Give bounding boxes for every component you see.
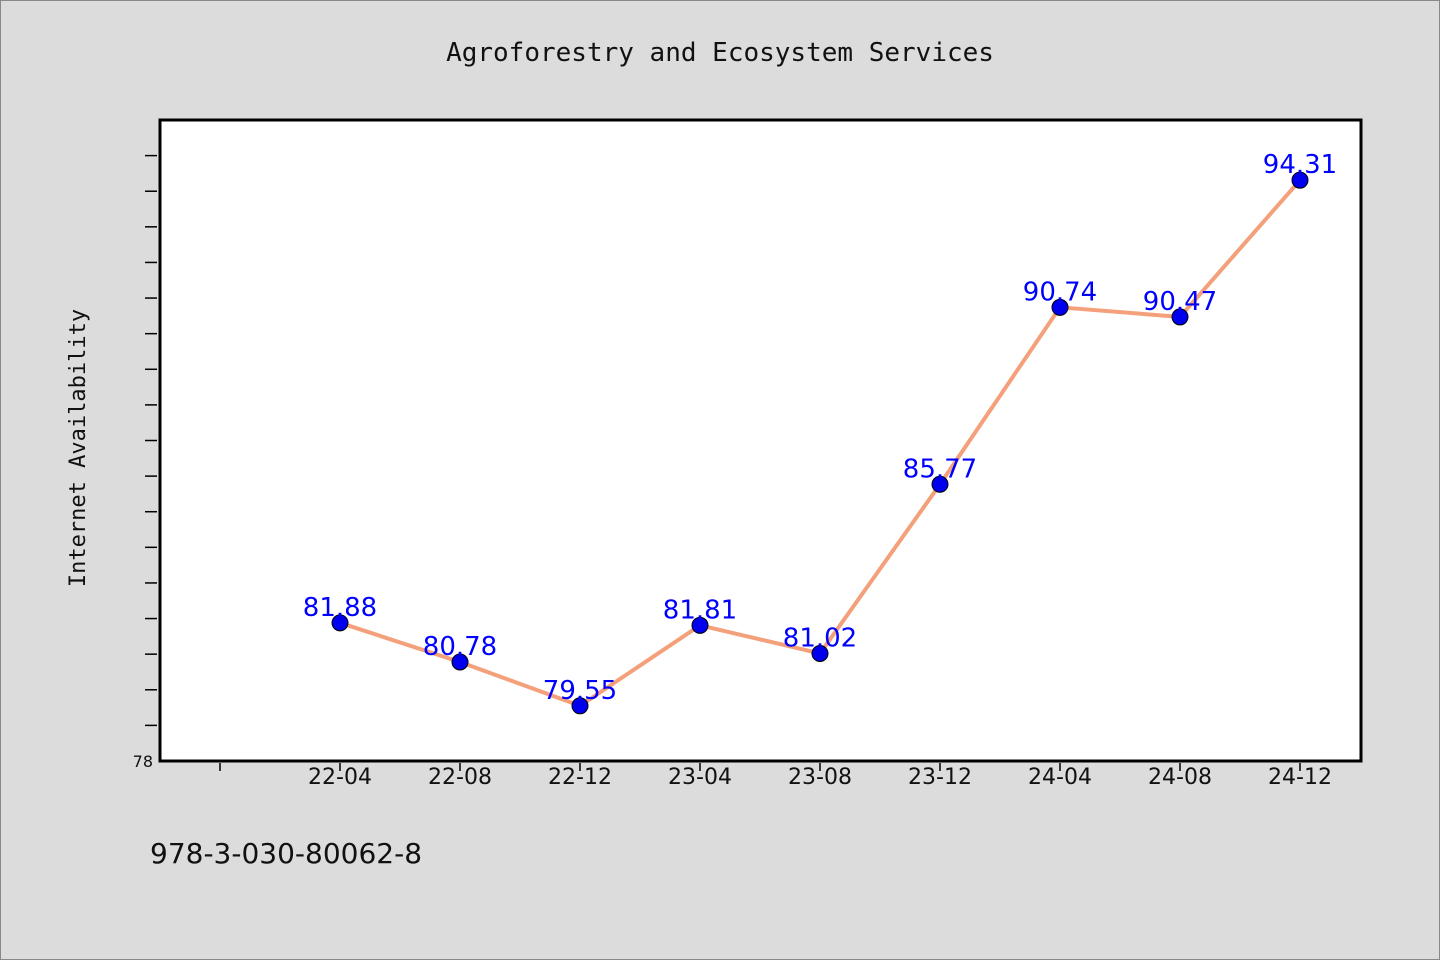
data-point <box>931 475 949 493</box>
data-point <box>571 697 589 715</box>
x-tick-label: 23-12 <box>908 765 972 790</box>
y-axis-label: Internet Availability <box>66 309 91 587</box>
x-tick-label: 24-12 <box>1268 765 1332 790</box>
data-label: 81.02 <box>783 623 857 653</box>
data-label: 94.31 <box>1263 150 1337 180</box>
data-point <box>691 616 709 634</box>
x-tick-label: 24-08 <box>1148 765 1212 790</box>
series-markers <box>331 171 1309 715</box>
y-axis-ticks: 78 <box>133 154 157 771</box>
data-label: 81.88 <box>303 593 377 623</box>
data-point <box>811 644 829 662</box>
data-label: 90.47 <box>1143 287 1217 317</box>
data-point <box>1051 298 1069 316</box>
x-tick-label: 22-12 <box>548 765 612 790</box>
x-tick-label: 23-04 <box>668 765 732 790</box>
data-label: 85.77 <box>903 454 977 484</box>
x-tick-label: 24-04 <box>1028 765 1092 790</box>
x-tick-label: 22-08 <box>428 765 492 790</box>
data-label: 81.81 <box>663 595 737 625</box>
data-label: 79.55 <box>543 676 617 706</box>
x-tick-label: 23-08 <box>788 765 852 790</box>
data-label: 80.78 <box>423 632 497 662</box>
y-tick-label: 78 <box>133 752 153 771</box>
x-tick-label: 22-04 <box>308 765 372 790</box>
data-point <box>331 614 349 632</box>
data-point <box>451 653 469 671</box>
x-axis-ticks: 22-04 22-08 22-12 23-04 23-08 23-12 24-04 24-08… <box>219 763 1332 790</box>
chart-title: Agroforestry and Ecosystem Services <box>446 38 994 68</box>
data-labels: 81.88 80.78 79.55 81.81 81.02 85.77 90.74 90.47… <box>303 150 1337 706</box>
isbn-footer: 978-3-030-80062-8 <box>150 837 422 870</box>
data-point <box>1171 308 1189 326</box>
data-label: 90.74 <box>1023 277 1097 307</box>
data-point <box>1291 171 1309 189</box>
plot-area <box>160 120 1361 761</box>
plot-frame <box>158 118 1363 763</box>
